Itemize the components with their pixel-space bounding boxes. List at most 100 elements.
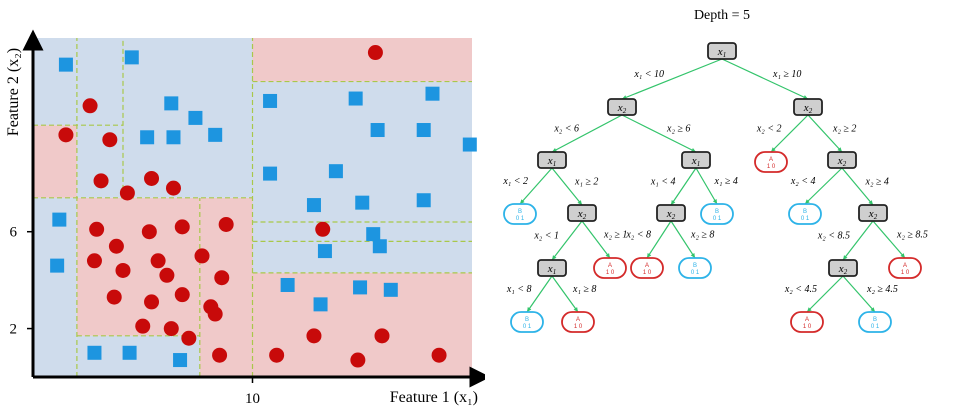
edge-condition-label: x₂ ≥ 4 — [865, 177, 889, 188]
decision-node: x2 — [567, 204, 597, 222]
decision-node-variable: x1 — [691, 155, 700, 168]
class-b-square — [50, 258, 65, 273]
tree-edge-arrowhead — [803, 95, 808, 100]
class-b-square — [353, 280, 368, 295]
decision-node-variable: x1 — [547, 263, 556, 276]
class-a-circle — [108, 238, 124, 254]
split-lines — [33, 38, 472, 377]
decision-node: x2 — [656, 204, 686, 222]
decision-node-box — [537, 151, 567, 169]
decision-node-box — [681, 151, 711, 169]
tree-edge-arrowhead — [712, 199, 717, 204]
leaf-node-b: B0 1 — [858, 311, 892, 333]
class-a-circle — [82, 98, 98, 114]
class-b-square — [306, 198, 321, 213]
leaf-class-label: A — [805, 317, 809, 323]
class-b-square — [280, 277, 295, 292]
leaf-class-label: A — [769, 157, 773, 163]
decision-node-box — [828, 259, 858, 277]
tree-edge-arrowhead — [691, 148, 696, 152]
tree-edge — [721, 58, 809, 100]
leaf-class-counts: 1 0 — [901, 270, 910, 276]
class-b-square — [52, 212, 67, 227]
class-a-circle — [165, 180, 181, 196]
class-b-square — [188, 110, 203, 125]
edge-condition-label: x₂ < 6 — [553, 124, 579, 135]
region-blue — [252, 81, 472, 273]
axis-ticks: 6 2 10 — [10, 225, 261, 407]
region-blue — [76, 38, 253, 198]
class-a-circle — [102, 132, 118, 148]
class-b-square — [328, 164, 343, 179]
tree-edge-arrowhead — [573, 307, 578, 312]
tree-edge-arrowhead — [807, 307, 812, 312]
decision-node-box — [656, 204, 686, 222]
leaf-class-counts: 0 1 — [713, 216, 722, 222]
leaf-class-counts: 1 0 — [767, 164, 776, 170]
decision-node: x1 — [537, 259, 567, 277]
leaf-node-a: A1 0 — [888, 257, 922, 279]
class-b-square — [425, 86, 440, 101]
edge-condition-label: x₂ < 2 — [756, 124, 782, 135]
class-b-square — [355, 195, 370, 210]
decision-node-variable: x2 — [803, 102, 813, 115]
class-a-circle — [150, 253, 166, 269]
tree-edge — [551, 275, 579, 313]
tree-edge-arrowhead — [900, 253, 905, 258]
class-a-circle — [194, 248, 210, 264]
tree-edge — [806, 275, 844, 313]
region-blue — [33, 38, 77, 126]
class-a-circle — [86, 253, 102, 269]
leaf-class-counts: 0 1 — [801, 216, 810, 222]
class-b-square — [173, 353, 188, 368]
class-b-square — [313, 297, 328, 312]
leaf-node-box — [788, 203, 822, 225]
class-a-circle — [350, 352, 366, 368]
decision-node: x2 — [793, 98, 823, 116]
class-a-circle — [174, 287, 190, 303]
leaf-class-label: B — [803, 209, 807, 215]
class-b-square — [263, 166, 278, 181]
edge-condition-label: x₁ ≥ 2 — [574, 177, 598, 188]
decision-node: x2 — [607, 98, 637, 116]
leaf-node-b: B0 1 — [700, 203, 734, 225]
decision-node-box — [858, 204, 888, 222]
edge-condition-label: x₂ < 4 — [790, 176, 816, 187]
tree-edge — [519, 167, 553, 205]
edge-condition-label: x₁ < 2 — [502, 176, 528, 187]
class-a-circle — [119, 185, 135, 201]
leaf-class-label: B — [518, 209, 522, 215]
feature-space-plot: 6 2 10 Feature 1 (x₁) Feature 2 (x₂) — [5, 29, 485, 407]
class-b-square — [416, 123, 431, 138]
class-a-circle — [218, 216, 234, 232]
class-b-square — [140, 130, 155, 145]
class-a-circle — [181, 330, 197, 346]
decision-tree: Depth = 5 x₁ < 10 x₁ ≥ 10 x₂ < 6 x₂ ≥ 6 x₂ <… — [502, 8, 928, 333]
tree-edge-arrowhead — [771, 147, 776, 152]
tree-edge-arrowhead — [868, 200, 873, 205]
tree-edge — [551, 114, 623, 153]
edge-condition-label: x₁ ≥ 10 — [772, 69, 801, 80]
edge-condition-label: x₂ ≥ 1 — [603, 230, 627, 241]
tree-edge-arrowhead — [690, 253, 695, 258]
class-b-square — [317, 244, 332, 259]
decision-node-box — [607, 98, 637, 116]
decision-node-variable: x2 — [868, 208, 878, 221]
leaf-node-box — [593, 257, 627, 279]
edge-condition-label: x₂ < 4.5 — [784, 284, 817, 295]
tree-edge — [670, 167, 697, 206]
class-a-circle — [212, 347, 228, 363]
decision-node-variable: x1 — [547, 155, 556, 168]
leaf-class-label: B — [873, 317, 877, 323]
class-b-square — [87, 345, 102, 360]
class-b-square — [124, 50, 139, 65]
x-tick-label: 10 — [245, 391, 260, 407]
edge-condition-label: x₂ ≥ 8.5 — [896, 230, 928, 241]
class-b-square — [58, 57, 73, 72]
leaf-class-counts: 1 0 — [574, 324, 583, 330]
decision-node: x2 — [828, 259, 858, 277]
class-a-circle — [174, 219, 190, 235]
leaf-node-box — [561, 311, 595, 333]
tree-edge-arrowhead — [577, 200, 582, 205]
class-a-circle — [58, 127, 74, 143]
